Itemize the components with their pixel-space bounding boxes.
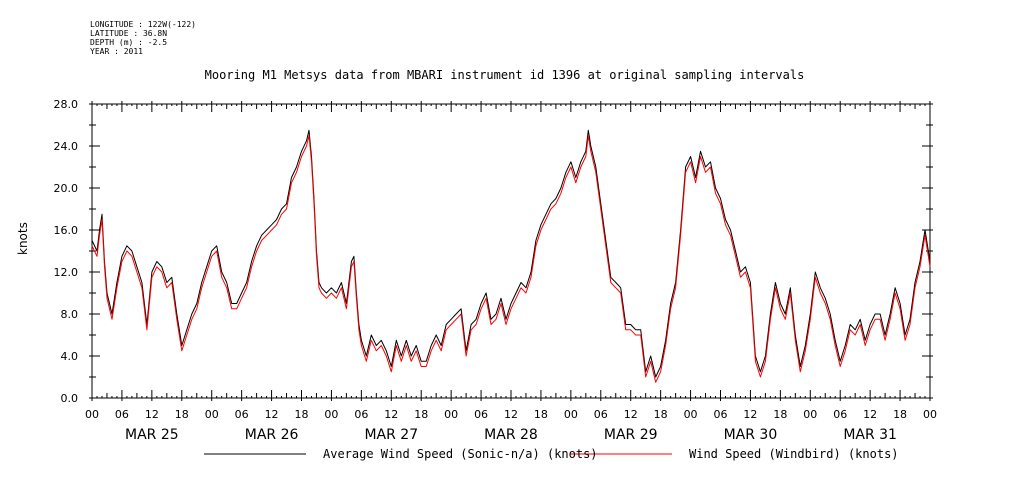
x-tick-label: 18 (534, 408, 548, 421)
x-tick-label: 12 (863, 408, 877, 421)
x-tick-label: 12 (504, 408, 518, 421)
year-label: YEAR : 2011 (90, 47, 143, 56)
legend-label-windbird-speed: Wind Speed (Windbird) (knots) (689, 447, 899, 461)
y-tick-label: 20.0 (54, 182, 79, 195)
y-tick-label: 4.0 (61, 350, 79, 363)
x-tick-label: 18 (295, 408, 309, 421)
x-tick-label: 06 (474, 408, 488, 421)
x-tick-label: 06 (594, 408, 608, 421)
y-tick-label: 16.0 (54, 224, 79, 237)
x-axis-ticks: 00 06 12 18 00 06 12 18 00 06 12 18 00 06 12 18 00 06 12 18… (85, 101, 937, 443)
x-tick-label: 06 (833, 408, 847, 421)
x-tick-label: 06 (115, 408, 129, 421)
y-tick-label: 24.0 (54, 140, 79, 153)
depth-label: DEPTH (m) : -2.5 (90, 38, 168, 47)
y-tick-label: 28.0 (54, 98, 79, 111)
x-day-label: MAR 26 (245, 427, 299, 443)
x-tick-label: 00 (803, 408, 817, 421)
series-layer (91, 129, 931, 383)
y-tick-label: 0.0 (61, 392, 79, 405)
x-tick-label: 06 (235, 408, 249, 421)
x-tick-label: 00 (205, 408, 219, 421)
x-tick-label: 06 (714, 408, 728, 421)
x-tick-label: 06 (354, 408, 368, 421)
x-tick-label: 12 (384, 408, 398, 421)
x-day-label: MAR 31 (843, 427, 897, 443)
x-tick-label: 00 (444, 408, 458, 421)
latitude-label: LATITUDE : 36.8N (90, 29, 168, 38)
x-tick-label: 18 (175, 408, 189, 421)
x-tick-label: 18 (773, 408, 787, 421)
x-tick-label: 00 (684, 408, 698, 421)
x-tick-label: 00 (923, 408, 937, 421)
x-tick-label: 12 (743, 408, 757, 421)
x-tick-label: 12 (624, 408, 638, 421)
x-day-label: MAR 28 (484, 427, 538, 443)
x-day-label: MAR 27 (364, 427, 418, 443)
series-line-average-wind-speed (91, 129, 931, 378)
legend-label-average-wind-speed: Average Wind Speed (Sonic-n/a) (knots) (323, 447, 598, 461)
x-tick-label: 18 (893, 408, 907, 421)
y-tick-label: 12.0 (54, 266, 79, 279)
x-tick-label: 12 (145, 408, 159, 421)
x-tick-label: 18 (654, 408, 668, 421)
y-tick-label: 8.0 (61, 308, 79, 321)
x-tick-label: 00 (324, 408, 338, 421)
chart-title: Mooring M1 Metsys data from MBARI instru… (204, 68, 805, 82)
metadata-block: LONGITUDE : 122W(-122) LATITUDE : 36.8N DE… (90, 20, 196, 56)
x-day-label: MAR 29 (604, 427, 658, 443)
series-line-windbird-speed (91, 135, 931, 383)
x-tick-label: 12 (265, 408, 279, 421)
x-tick-label: 00 (564, 408, 578, 421)
x-tick-label: 00 (85, 408, 99, 421)
x-day-label: MAR 30 (724, 427, 778, 443)
x-tick-label: 18 (414, 408, 428, 421)
longitude-label: LONGITUDE : 122W(-122) (90, 20, 196, 29)
y-axis-ticks: 0.0 4.0 8.0 12.0 16.0 20.0 24.0 28.0 (54, 98, 933, 405)
x-day-label: MAR 25 (125, 427, 179, 443)
